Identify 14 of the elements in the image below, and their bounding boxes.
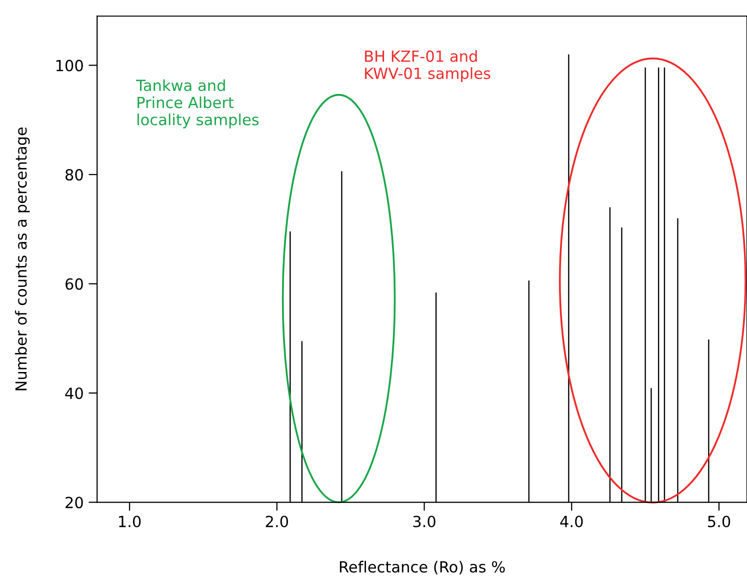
y-tick-label: 40 <box>65 387 83 400</box>
annotation: Tankwa and Prince Albert locality samples <box>136 79 259 128</box>
x-tick-label: 4.0 <box>560 516 583 528</box>
annotation: BH KZF-01 and KWV-01 samples <box>365 50 490 82</box>
y-axis-title: Number of counts as a percentage <box>14 127 30 390</box>
x-tick-label: 5.0 <box>708 516 730 528</box>
y-tick-label: 100 <box>56 60 83 72</box>
x-axis-title: Reflectance (Ro) as % <box>340 560 505 574</box>
y-tick-label: 60 <box>66 278 83 290</box>
y-tick-label: 20 <box>66 496 83 508</box>
x-tick-label: 1.0 <box>119 516 141 528</box>
y-tick-label: 80 <box>66 169 83 181</box>
x-tick-label: 2.0 <box>266 516 288 528</box>
x-tick-label: 3.0 <box>413 516 436 528</box>
